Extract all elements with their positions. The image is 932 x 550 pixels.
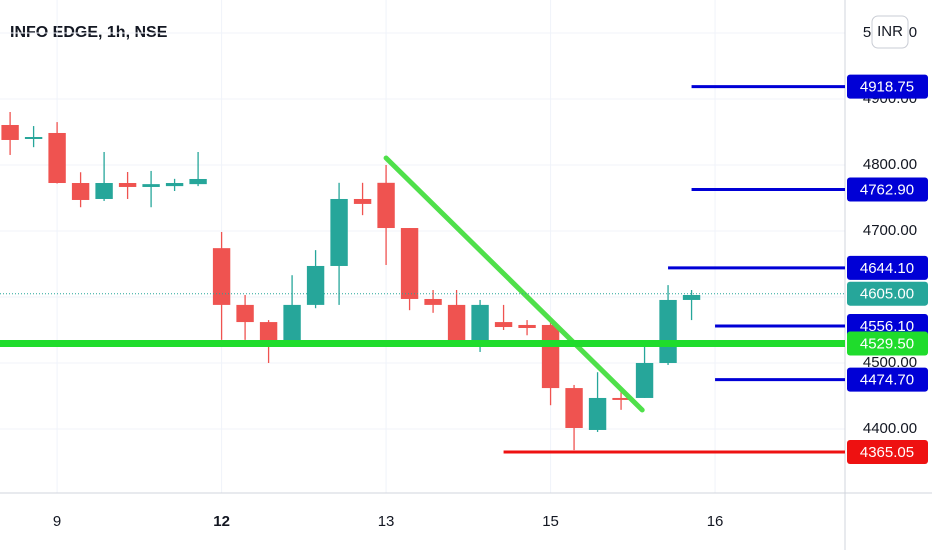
price-badge-label: 4365.05	[860, 444, 914, 461]
candle-body	[377, 182, 395, 229]
candle-body	[1, 124, 19, 140]
x-tick-label: 9	[53, 513, 61, 530]
price-badge	[847, 255, 928, 280]
candle-body	[447, 304, 466, 346]
price-badge-label: 4556.10	[860, 318, 914, 335]
candle-body	[518, 324, 536, 329]
candle-body	[236, 304, 254, 323]
price-badge	[847, 281, 928, 306]
y-tick-label: 4800.00	[863, 156, 917, 173]
price-badge-label: 4474.70	[860, 372, 914, 389]
price-badge-label: 4918.75	[860, 79, 914, 96]
candle-body	[283, 304, 301, 346]
candle-body	[682, 295, 701, 300]
candle-body	[24, 137, 43, 139]
candle-body	[259, 322, 278, 346]
candle-body	[189, 178, 207, 185]
x-tick-label: 13	[378, 513, 395, 530]
candle-body	[165, 183, 184, 187]
price-badge	[847, 367, 928, 392]
candle-body	[588, 397, 607, 430]
x-tick-label: 15	[542, 513, 559, 530]
price-badge-label: 4762.90	[860, 181, 914, 198]
candle-body	[71, 183, 90, 200]
candle-body	[565, 388, 583, 428]
trendline	[383, 155, 645, 413]
price-badge-label: 4529.50	[860, 335, 914, 352]
price-badge	[847, 331, 928, 356]
candle-body	[471, 304, 489, 346]
y-tick-label: 4500.00	[863, 354, 917, 371]
candle-body	[306, 265, 325, 305]
candle-body	[330, 198, 348, 266]
candle-body	[212, 248, 231, 305]
candle-body	[659, 299, 677, 363]
candle-body	[400, 228, 419, 299]
y-tick-label: 4700.00	[863, 222, 917, 239]
candle-body	[48, 132, 66, 184]
price-badge-label: 4605.00	[860, 286, 914, 303]
price-badge	[847, 177, 928, 202]
candle-body	[118, 183, 137, 187]
candle-body	[612, 397, 630, 400]
currency-label: INR	[877, 23, 903, 40]
candle-body	[353, 198, 372, 204]
candle-body	[424, 298, 442, 305]
candle-body	[142, 184, 160, 187]
y-tick-label: 4400.00	[863, 420, 917, 437]
currency-button[interactable]	[871, 15, 909, 49]
price-badge	[847, 440, 928, 465]
price-badge-label: 4644.10	[860, 260, 914, 277]
x-tick-label: 16	[707, 513, 724, 530]
x-tick-label: 12	[213, 513, 230, 530]
candle-body	[95, 183, 113, 199]
candle-body	[635, 362, 654, 398]
candle-body	[541, 324, 560, 389]
price-badge	[847, 74, 928, 99]
candle-body	[494, 322, 513, 328]
